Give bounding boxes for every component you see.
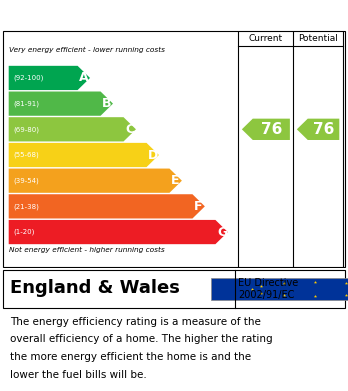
Text: F: F bbox=[194, 200, 203, 213]
Text: (69-80): (69-80) bbox=[13, 126, 39, 133]
Polygon shape bbox=[9, 220, 228, 244]
Text: lower the fuel bills will be.: lower the fuel bills will be. bbox=[10, 370, 147, 380]
Polygon shape bbox=[9, 169, 182, 193]
Text: 76: 76 bbox=[261, 122, 282, 137]
Text: The energy efficiency rating is a measure of the: The energy efficiency rating is a measur… bbox=[10, 317, 261, 326]
Polygon shape bbox=[9, 117, 136, 142]
Polygon shape bbox=[297, 118, 339, 140]
Text: (21-38): (21-38) bbox=[13, 203, 39, 210]
Polygon shape bbox=[9, 66, 90, 90]
Text: G: G bbox=[217, 226, 227, 239]
Text: overall efficiency of a home. The higher the rating: overall efficiency of a home. The higher… bbox=[10, 334, 273, 344]
Text: 76: 76 bbox=[313, 122, 334, 137]
Text: D: D bbox=[148, 149, 158, 161]
Text: England & Wales: England & Wales bbox=[10, 279, 180, 297]
Text: EU Directive: EU Directive bbox=[238, 278, 299, 288]
Text: 2002/91/EC: 2002/91/EC bbox=[238, 291, 295, 300]
Text: (55-68): (55-68) bbox=[13, 152, 39, 158]
Text: Potential: Potential bbox=[298, 34, 338, 43]
Text: (39-54): (39-54) bbox=[13, 178, 39, 184]
Text: Current: Current bbox=[249, 34, 283, 43]
Bar bbox=[211, 278, 348, 300]
Text: Very energy efficient - lower running costs: Very energy efficient - lower running co… bbox=[9, 47, 165, 53]
Text: the more energy efficient the home is and the: the more energy efficient the home is an… bbox=[10, 352, 252, 362]
Polygon shape bbox=[9, 143, 159, 167]
Text: Energy Efficiency Rating: Energy Efficiency Rating bbox=[9, 7, 219, 23]
Polygon shape bbox=[242, 118, 290, 140]
Text: E: E bbox=[171, 174, 180, 187]
Text: C: C bbox=[125, 123, 134, 136]
Polygon shape bbox=[9, 194, 205, 219]
Polygon shape bbox=[9, 91, 113, 116]
Text: (92-100): (92-100) bbox=[13, 75, 43, 81]
Text: Not energy efficient - higher running costs: Not energy efficient - higher running co… bbox=[9, 247, 165, 253]
Text: (1-20): (1-20) bbox=[13, 229, 34, 235]
Text: B: B bbox=[102, 97, 112, 110]
Text: A: A bbox=[79, 72, 89, 84]
Text: (81-91): (81-91) bbox=[13, 100, 39, 107]
